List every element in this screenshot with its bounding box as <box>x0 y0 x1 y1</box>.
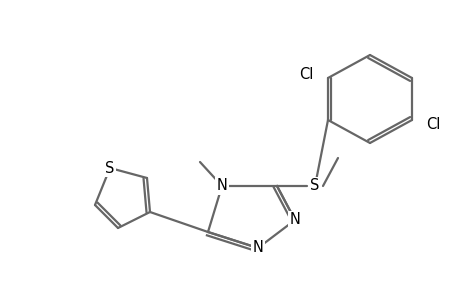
Text: Cl: Cl <box>425 116 439 131</box>
Text: N: N <box>252 241 263 256</box>
Text: N: N <box>289 212 300 227</box>
Text: N: N <box>216 178 227 194</box>
Text: S: S <box>105 160 114 175</box>
Text: S: S <box>310 178 319 194</box>
Text: Cl: Cl <box>299 67 313 82</box>
